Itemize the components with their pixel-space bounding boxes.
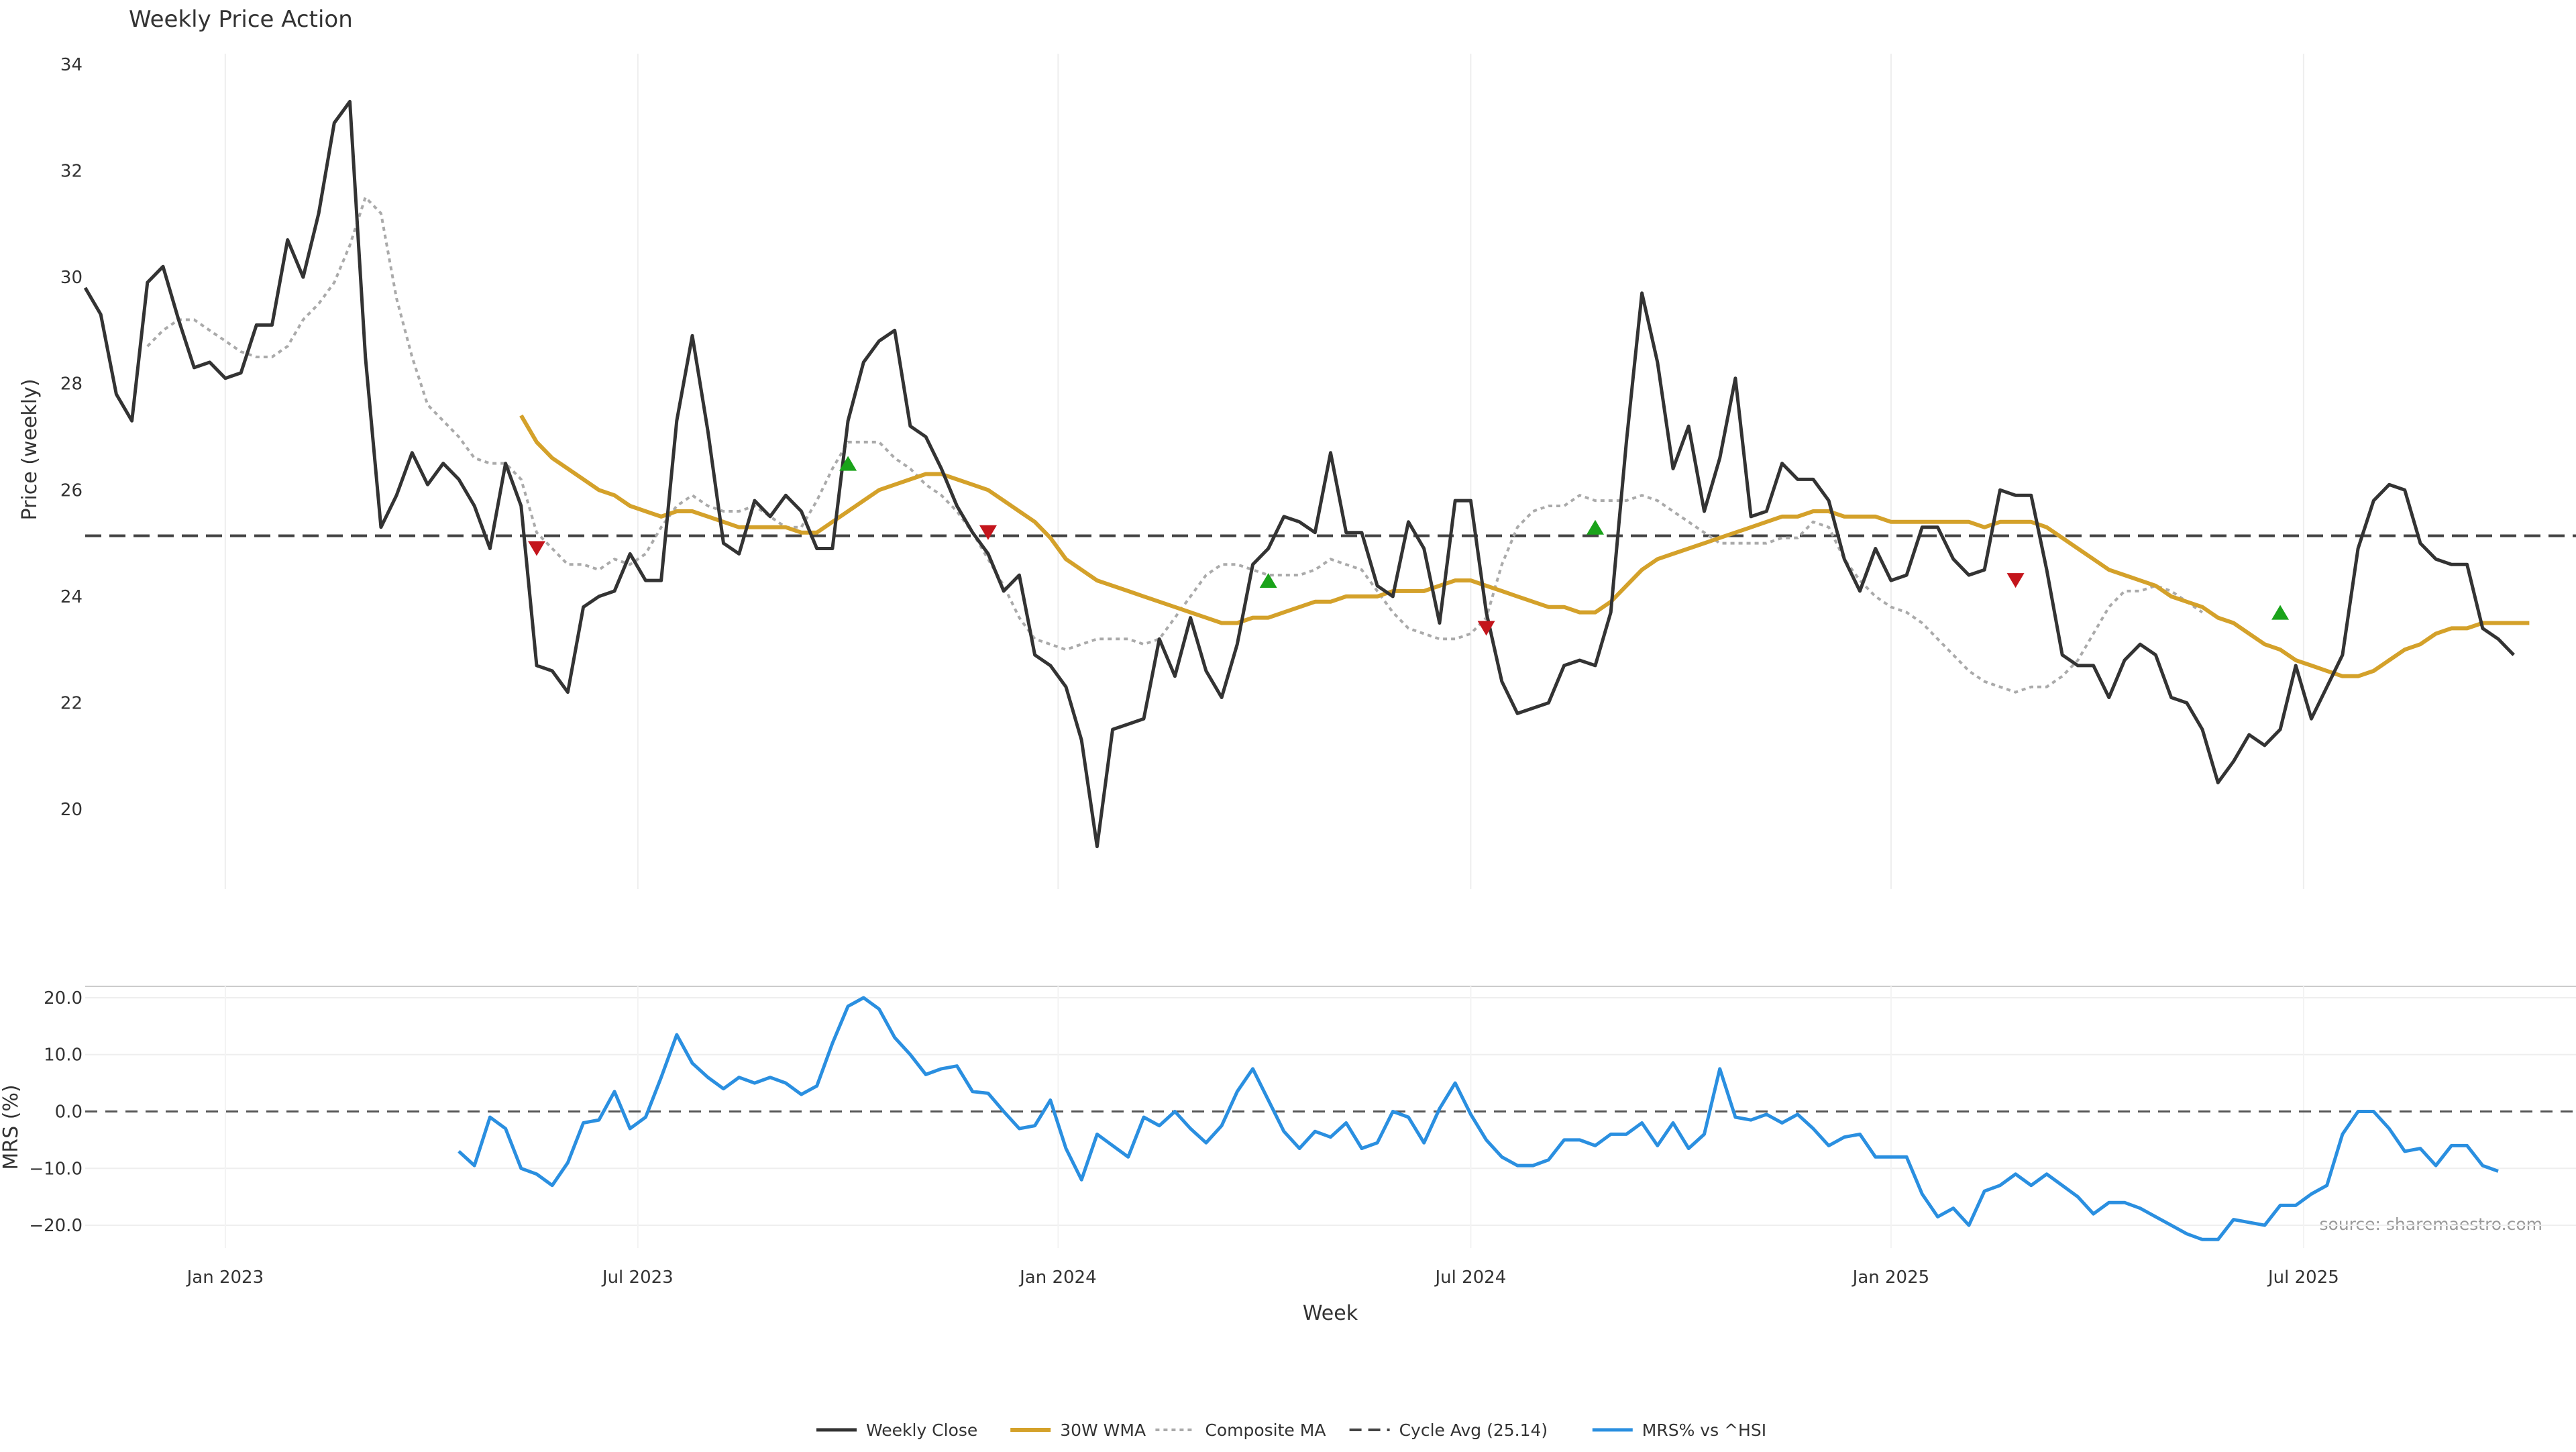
- mrs-y-tick-label: 0.0: [55, 1102, 83, 1123]
- price-y-tick-label: 32: [60, 161, 83, 181]
- legend-label-weekly-close: Weekly Close: [866, 1420, 977, 1440]
- buy-signal-marker: [839, 456, 857, 471]
- mrs-y-tick-label: −20.0: [29, 1216, 83, 1236]
- mrs-panel-gridlines: [85, 986, 2576, 1248]
- mrs-y-tick-labels: −20.0 −10.0 0.0 10.0 20.0: [29, 988, 83, 1236]
- mrs-y-tick-label: −10.0: [29, 1159, 83, 1179]
- price-y-tick-label: 34: [60, 55, 83, 75]
- x-tick-label: Jul 2024: [1434, 1267, 1506, 1288]
- buy-signal-marker: [1587, 519, 1605, 535]
- price-y-tick-label: 22: [60, 693, 83, 713]
- mrs-line: [458, 996, 2499, 1241]
- price-y-tick-label: 20: [60, 800, 83, 820]
- price-panel-gridlines: [224, 54, 2304, 889]
- mrs-panel-series: [85, 996, 2576, 1241]
- sell-signal-marker: [1477, 621, 1495, 636]
- buy-signal-marker: [2271, 605, 2290, 620]
- price-y-tick-labels: 20 22 24 26 28 30 32 34: [60, 55, 83, 820]
- legend: Weekly Close 30W WMA Composite MA Cycle Avg…: [816, 1420, 1766, 1440]
- price-y-tick-label: 28: [60, 374, 83, 395]
- chart-title: Weekly Price Action: [129, 6, 353, 33]
- sell-signal-marker: [979, 525, 997, 540]
- price-y-tick-label: 24: [60, 587, 83, 607]
- buy-signal-marker: [1259, 573, 1277, 588]
- source-note: source: sharemaestro.com: [2320, 1214, 2543, 1234]
- x-tick-label: Jan 2024: [1018, 1267, 1097, 1288]
- legend-label-mrs: MRS% vs ^HSI: [1642, 1420, 1766, 1440]
- x-tick-label: Jul 2023: [601, 1267, 674, 1288]
- legend-label-composite-ma: Composite MA: [1205, 1420, 1326, 1440]
- legend-label-wma: 30W WMA: [1060, 1420, 1146, 1440]
- weekly-close-line: [83, 99, 2515, 849]
- x-tick-label: Jan 2023: [186, 1267, 264, 1288]
- mrs-y-axis-label: MRS (%): [0, 1084, 23, 1170]
- legend-label-cycle-avg: Cycle Avg (25.14): [1399, 1420, 1548, 1440]
- x-tick-label: Jan 2025: [1851, 1267, 1930, 1288]
- x-tick-labels: Jan 2023 Jul 2023 Jan 2024 Jul 2024 Jan 2025…: [186, 1267, 2339, 1288]
- sell-signal-marker: [2006, 573, 2025, 588]
- x-tick-label: Jul 2025: [2267, 1267, 2339, 1288]
- price-signal-markers: [527, 456, 2290, 636]
- mrs-y-tick-label: 20.0: [44, 988, 83, 1008]
- x-axis-label: Week: [1303, 1302, 1358, 1325]
- price-panel-series: [83, 99, 2576, 849]
- price-y-axis-label: Price (weekly): [18, 378, 42, 520]
- price-y-tick-label: 30: [60, 268, 83, 288]
- price-y-tick-label: 26: [60, 480, 83, 501]
- mrs-y-tick-label: 10.0: [44, 1045, 83, 1066]
- wma-line: [519, 414, 2530, 678]
- sell-signal-marker: [527, 541, 545, 556]
